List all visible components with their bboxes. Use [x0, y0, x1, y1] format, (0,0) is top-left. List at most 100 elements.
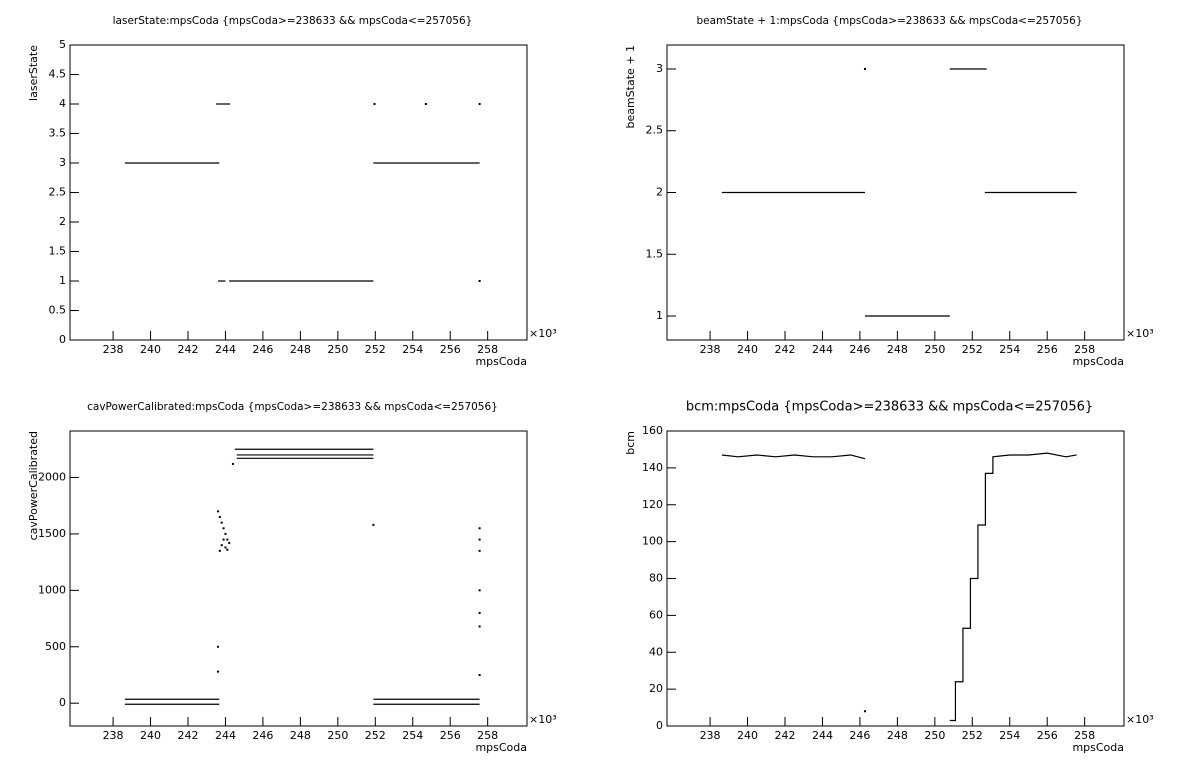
- data-point: [220, 544, 223, 547]
- x-tick-label: 246: [849, 343, 870, 356]
- x-exponent: ×10³: [1126, 713, 1154, 726]
- y-axis-label: laserState: [27, 45, 40, 101]
- data-point: [478, 673, 481, 676]
- x-tick-label: 238: [103, 729, 124, 742]
- x-tick-label: 256: [440, 343, 461, 356]
- data-point: [220, 521, 223, 524]
- data-point: [228, 541, 231, 544]
- y-tick-label: 3: [656, 62, 663, 75]
- data-point: [226, 548, 229, 551]
- x-tick-label: 250: [924, 343, 945, 356]
- y-tick-label: 160: [642, 424, 663, 437]
- data-point: [424, 103, 427, 105]
- y-axis-label: beamState + 1: [624, 45, 637, 129]
- x-tick-label: 258: [1074, 343, 1095, 356]
- data-point: [478, 625, 481, 628]
- y-tick-label: 5: [59, 38, 66, 51]
- data-point: [231, 462, 234, 465]
- x-tick-label: 248: [887, 729, 908, 742]
- data-point: [478, 280, 481, 282]
- y-tick-label: 120: [642, 498, 663, 511]
- x-exponent: ×10³: [529, 327, 557, 340]
- data-point: [373, 103, 376, 105]
- x-tick-label: 246: [252, 343, 273, 356]
- chart-title: bcm:mpsCoda {mpsCoda>=238633 && mpsCoda<…: [686, 400, 1093, 415]
- y-axis-label: cavPowerCalibrated: [27, 431, 40, 540]
- y-tick-label: 0: [656, 719, 663, 732]
- x-tick-label: 242: [774, 729, 795, 742]
- y-tick-label: 0: [59, 333, 66, 346]
- x-tick-label: 242: [774, 343, 795, 356]
- x-tick-label: 238: [700, 343, 721, 356]
- data-point: [478, 549, 481, 552]
- y-tick-label: 1.5: [646, 247, 664, 260]
- y-tick-label: 500: [45, 640, 66, 653]
- data-point: [216, 670, 219, 673]
- x-axis-label: mpsCoda: [1072, 741, 1124, 754]
- x-tick-label: 242: [177, 343, 198, 356]
- x-tick-label: 252: [365, 343, 386, 356]
- y-tick-label: 80: [649, 572, 663, 585]
- x-tick-label: 240: [737, 729, 758, 742]
- x-axis-label: mpsCoda: [475, 741, 527, 754]
- data-point: [863, 67, 866, 70]
- data-line: [721, 454, 866, 460]
- chart-title: cavPowerCalibrated:mpsCoda {mpsCoda>=238…: [87, 401, 498, 413]
- x-tick-label: 238: [103, 343, 124, 356]
- y-tick-label: 0: [59, 696, 66, 709]
- x-axis-label: mpsCoda: [1072, 355, 1124, 368]
- y-tick-label: 2: [59, 215, 66, 228]
- y-tick-label: 1: [656, 309, 663, 322]
- x-tick-label: 248: [290, 729, 311, 742]
- data-point: [224, 532, 227, 535]
- data-point: [372, 523, 375, 526]
- data-point: [218, 549, 221, 552]
- x-tick-label: 250: [924, 729, 945, 742]
- y-tick-label: 3.5: [49, 127, 67, 140]
- y-tick-label: 1.5: [49, 245, 67, 258]
- chart-title: laserState:mpsCoda {mpsCoda>=238633 && m…: [113, 15, 473, 27]
- data-point: [226, 538, 229, 541]
- data-line: [949, 452, 1077, 722]
- data-point: [216, 645, 219, 648]
- x-tick-label: 244: [812, 729, 833, 742]
- x-tick-label: 244: [812, 343, 833, 356]
- data-point: [478, 611, 481, 614]
- x-tick-label: 254: [999, 729, 1020, 742]
- x-tick-label: 244: [215, 343, 236, 356]
- x-tick-label: 256: [1037, 343, 1058, 356]
- x-tick-label: 254: [402, 343, 423, 356]
- data-point: [224, 546, 227, 549]
- x-axis-label: mpsCoda: [475, 355, 527, 368]
- x-tick-label: 240: [140, 729, 161, 742]
- y-tick-label: 20: [649, 682, 663, 695]
- x-tick-label: 254: [999, 343, 1020, 356]
- plot-frame: [69, 44, 528, 341]
- data-point: [478, 538, 481, 541]
- x-tick-label: 258: [1074, 729, 1095, 742]
- y-tick-label: 60: [649, 608, 663, 621]
- y-tick-label: 4.5: [49, 68, 67, 81]
- x-tick-label: 252: [962, 729, 983, 742]
- x-exponent: ×10³: [529, 713, 557, 726]
- data-point: [218, 515, 221, 518]
- y-tick-label: 140: [642, 461, 663, 474]
- x-tick-label: 252: [365, 729, 386, 742]
- x-tick-label: 240: [737, 343, 758, 356]
- data-point: [478, 589, 481, 592]
- data-point: [863, 710, 866, 713]
- x-tick-label: 250: [327, 729, 348, 742]
- y-axis-label: bcm: [624, 431, 637, 455]
- y-tick-label: 100: [642, 535, 663, 548]
- plot-frame: [666, 430, 1125, 727]
- y-tick-label: 40: [649, 645, 663, 658]
- x-tick-label: 256: [1037, 729, 1058, 742]
- x-exponent: ×10³: [1126, 327, 1154, 340]
- data-point: [478, 527, 481, 530]
- y-tick-label: 1500: [38, 527, 66, 540]
- y-tick-label: 2.5: [646, 124, 664, 137]
- x-tick-label: 240: [140, 343, 161, 356]
- x-tick-label: 258: [477, 343, 498, 356]
- x-tick-label: 244: [215, 729, 236, 742]
- y-tick-label: 2: [656, 186, 663, 199]
